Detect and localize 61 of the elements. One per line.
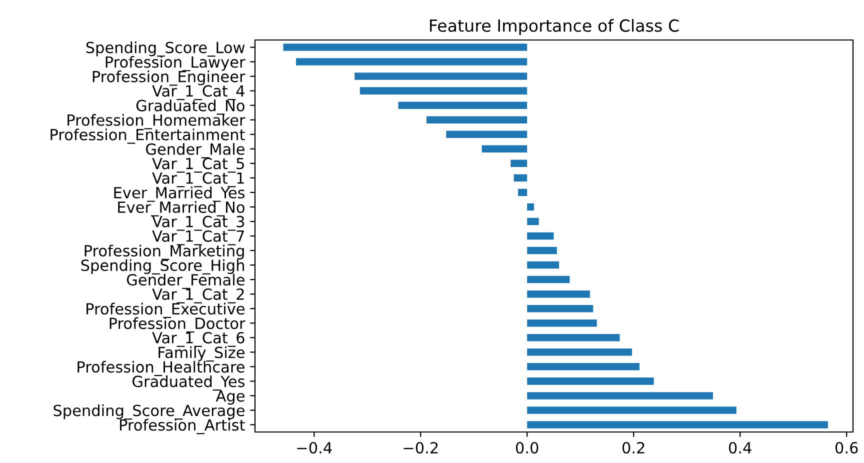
bar <box>527 276 570 284</box>
bar <box>296 58 528 66</box>
y-tick-label: Family_Size <box>158 346 244 362</box>
y-tick-label: Profession_Entertainment <box>50 128 245 144</box>
bar <box>527 218 539 226</box>
y-tick-label: Var_1_Cat_7 <box>152 230 244 246</box>
y-tick-label: Var_1_Cat_1 <box>152 172 244 188</box>
bar <box>426 116 528 124</box>
bar <box>283 44 528 51</box>
bar <box>527 232 554 240</box>
y-tick-label: Profession_Lawyer <box>106 56 246 72</box>
y-tick-label: Profession_Homemaker <box>68 114 246 130</box>
bar <box>527 421 828 428</box>
y-tick-label: Var_1_Cat_4 <box>152 85 244 100</box>
y-tick-label: Var_1_Cat_3 <box>152 216 244 231</box>
y-tick-label: Gender_Male <box>146 143 244 158</box>
x-tick-label: 0.6 <box>835 442 858 454</box>
y-tick-label: Profession_Artist <box>120 418 245 434</box>
x-tick-label: 0.0 <box>516 442 538 454</box>
y-tick-label: Var_1_Cat_5 <box>152 158 244 173</box>
bar <box>527 246 557 254</box>
y-tick-label: Profession_Engineer <box>92 70 246 86</box>
bar <box>527 334 620 342</box>
y-tick-label: Profession_Marketing <box>84 244 244 260</box>
y-tick-label: Ever_Married_Yes <box>114 186 245 202</box>
y-tick-label: Profession_Executive <box>86 302 244 318</box>
bar <box>527 304 594 312</box>
x-tick-label: 0.4 <box>728 442 752 454</box>
bar <box>527 363 640 370</box>
x-tick-label: −0.2 <box>404 442 438 454</box>
y-tick-label: Spending_Score_Average <box>54 404 244 420</box>
y-tick-label: Spending_Score_High <box>81 259 244 274</box>
x-tick-label: −0.4 <box>297 442 332 454</box>
bar <box>527 319 597 327</box>
chart-title: Feature Importance of Class C <box>430 19 679 36</box>
y-tick-label: Profession_Healthcare <box>78 360 244 376</box>
bar <box>527 290 590 298</box>
bar <box>527 203 534 211</box>
y-tick-label: Profession_Doctor <box>110 317 246 333</box>
x-tick-label: 0.2 <box>622 442 644 454</box>
bar <box>354 72 528 80</box>
bar <box>510 160 528 168</box>
y-tick-label: Var_1_Cat_2 <box>152 288 244 304</box>
y-tick-label: Spending_Score_Low <box>86 41 245 57</box>
bar <box>527 406 736 414</box>
bar <box>527 392 713 400</box>
bar <box>527 348 632 356</box>
y-tick-label: Age <box>216 390 244 405</box>
y-tick-label: Graduated_No <box>136 100 244 115</box>
bar <box>398 102 528 109</box>
bar <box>518 188 528 196</box>
y-tick-label: Graduated_Yes <box>132 375 245 391</box>
bar <box>514 174 528 182</box>
y-tick-label: Gender_Female <box>126 274 244 289</box>
bar <box>482 145 528 153</box>
y-tick-label: Ever_Married_No <box>118 201 244 216</box>
bar <box>527 261 560 269</box>
bar <box>360 87 528 94</box>
bar <box>446 130 528 138</box>
bar <box>527 378 654 385</box>
y-tick-label: Var_1_Cat_6 <box>152 332 244 347</box>
